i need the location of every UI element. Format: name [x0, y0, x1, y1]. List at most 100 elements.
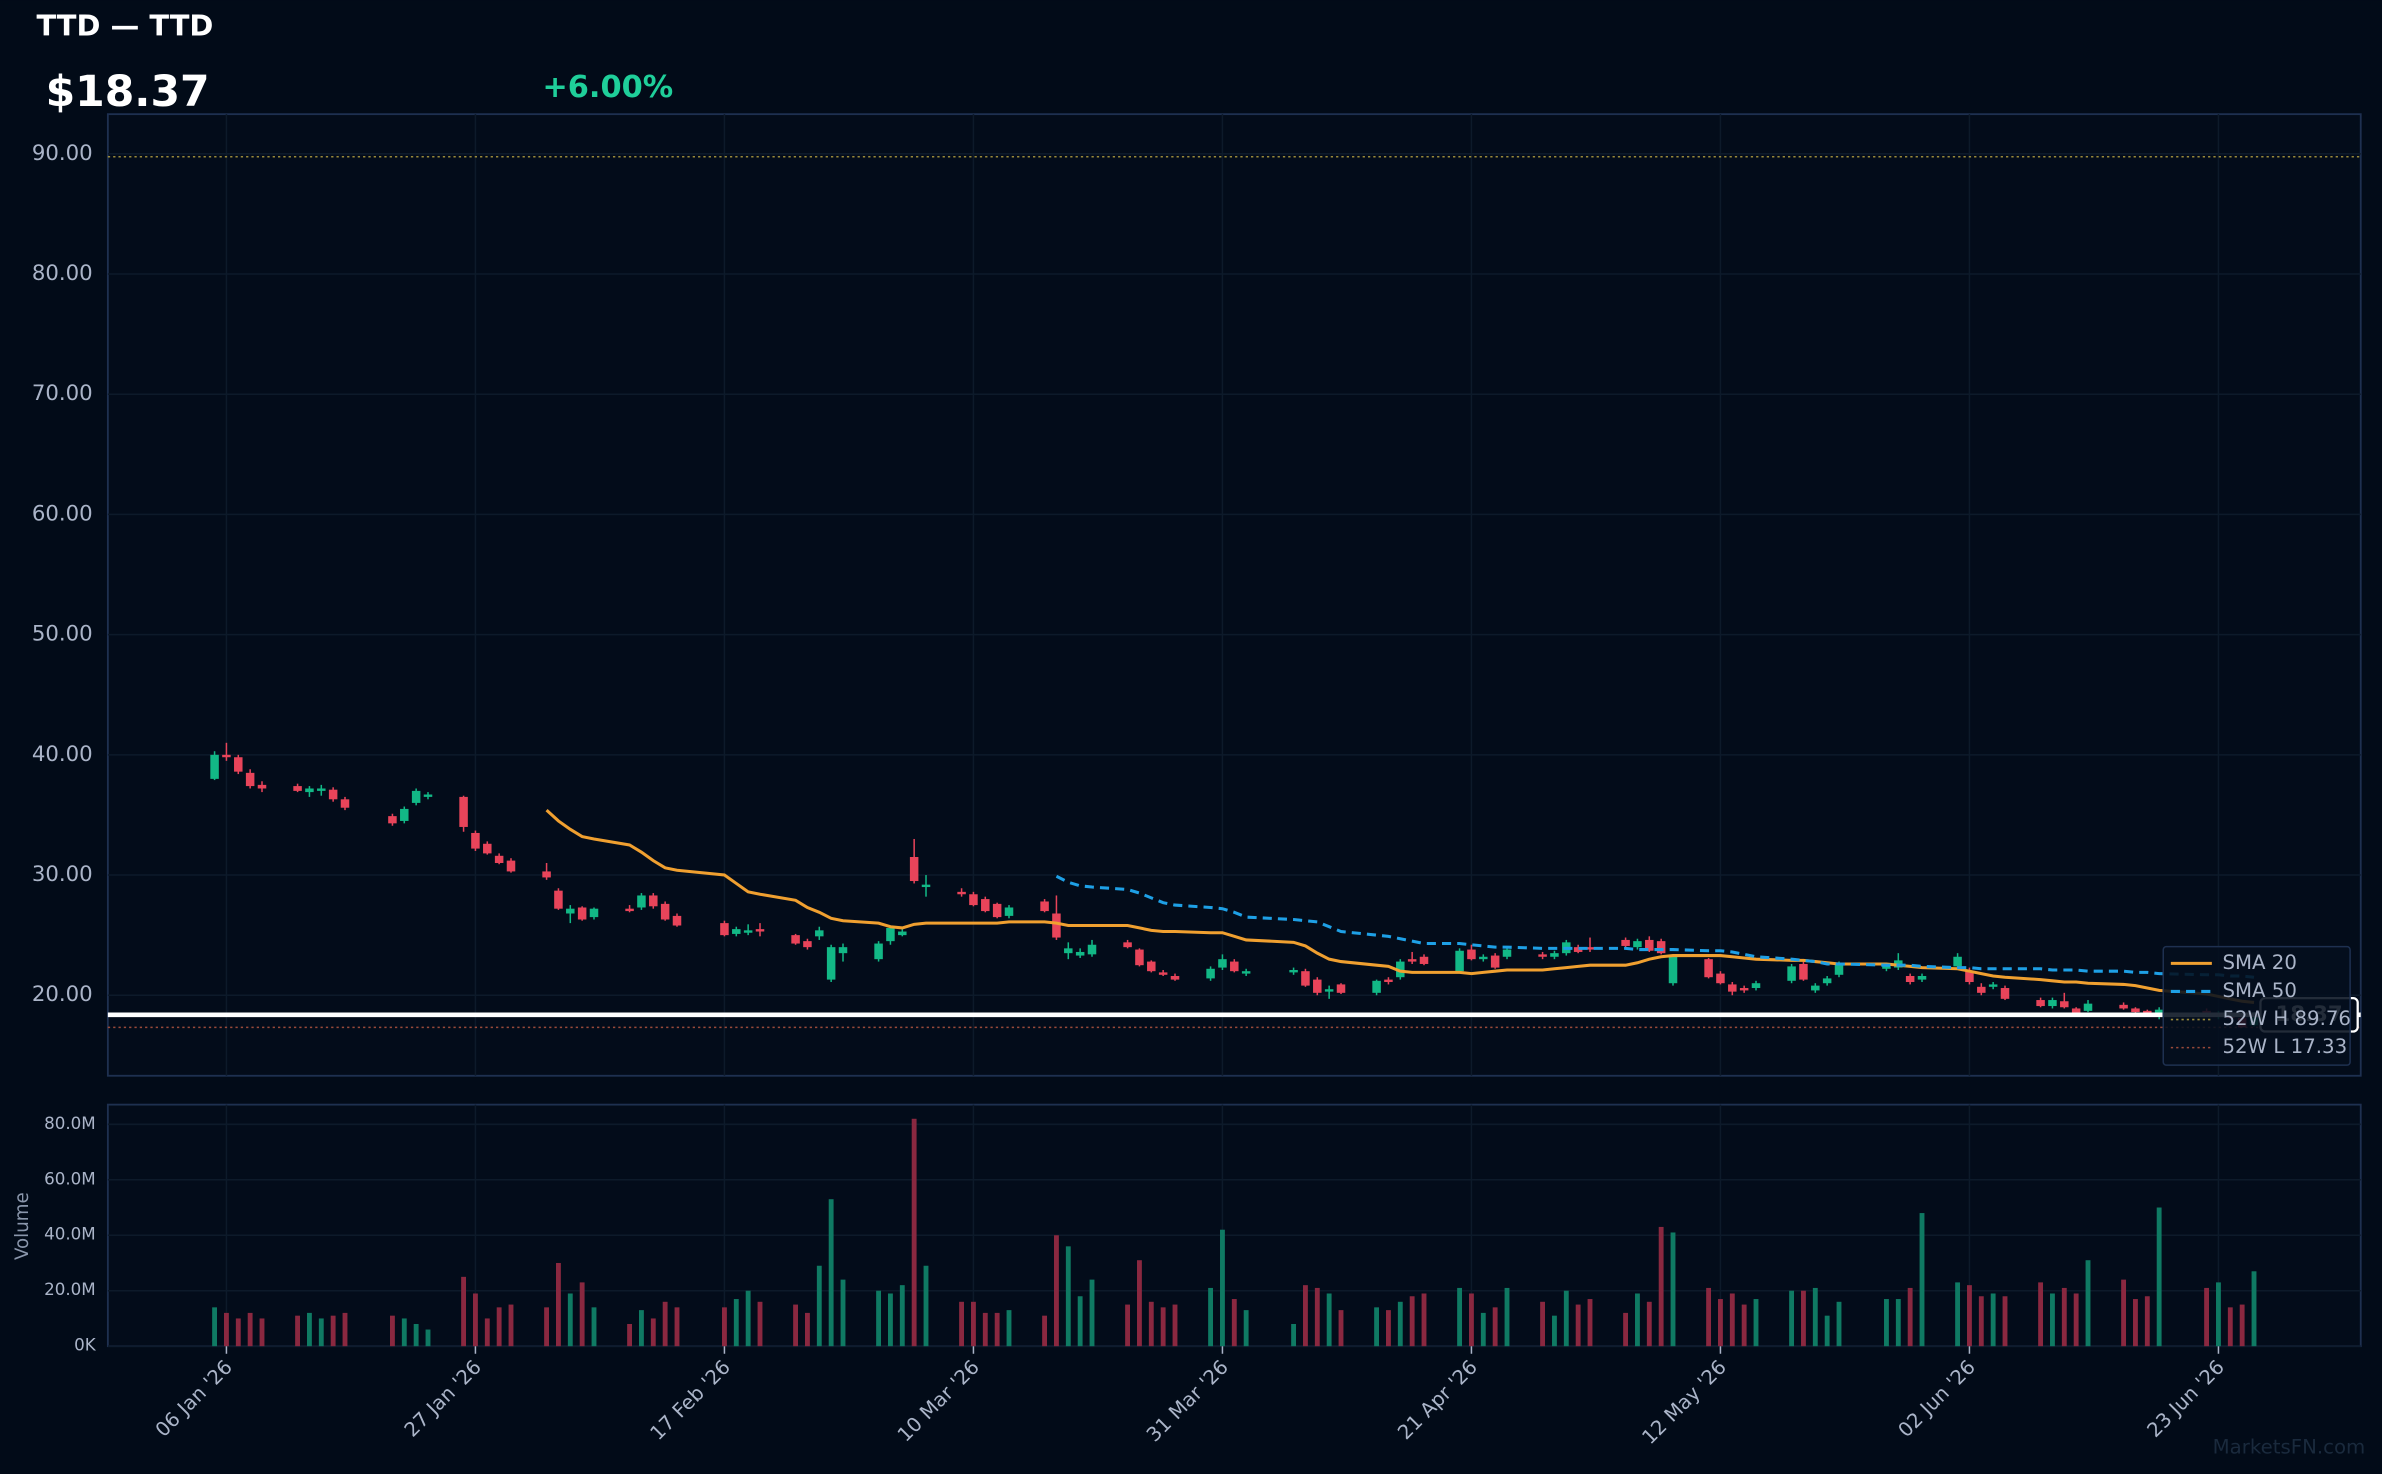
candle-body [1716, 973, 1725, 984]
candle-body [1336, 984, 1346, 993]
volume-bar [1220, 1229, 1225, 1347]
volume-bar [982, 1312, 988, 1347]
volume-bar [425, 1329, 431, 1347]
volume-bar [1967, 1285, 1972, 1347]
sma-line [545, 808, 2255, 1004]
candle-body [1064, 948, 1073, 954]
volume-bar [994, 1312, 1000, 1347]
volume-axis-label: Volume [12, 1192, 33, 1260]
volume-bar [2121, 1279, 2127, 1347]
candle-body [1905, 975, 1915, 983]
y-tick-label: 70.00 [32, 381, 93, 406]
candle-body [755, 929, 765, 932]
volume-bar [473, 1293, 478, 1347]
volume-bar [2073, 1293, 2079, 1347]
volume-bar [2061, 1287, 2067, 1347]
candle-body [743, 930, 753, 933]
volume-bar [496, 1307, 502, 1347]
candle-body [921, 884, 931, 888]
legend-box [2162, 945, 2351, 1066]
volume-bar [401, 1318, 407, 1347]
volume-bar [1646, 1301, 1652, 1347]
candle-body [1490, 955, 1500, 968]
volume-bar [1231, 1299, 1237, 1347]
candle-body [1313, 979, 1322, 993]
candle-body [1123, 942, 1132, 948]
volume-bar [1670, 1232, 1676, 1347]
candle-body [826, 947, 836, 980]
volume-bar [959, 1301, 965, 1347]
volume-bar [247, 1312, 253, 1347]
volume-bar [1492, 1307, 1498, 1347]
candle-body [589, 908, 599, 918]
volume-bar [1635, 1293, 1640, 1347]
candle-body [732, 929, 741, 934]
candle-body [494, 855, 504, 864]
volume-bar [722, 1307, 727, 1347]
candle-body [649, 895, 658, 907]
volume-bar [745, 1290, 751, 1347]
candle-body [245, 772, 255, 787]
volume-bar [1836, 1301, 1842, 1347]
volume-bar [1374, 1307, 1380, 1347]
volume-bar [1054, 1235, 1059, 1347]
candle-body [1158, 972, 1168, 975]
candle-body [317, 788, 326, 791]
volume-bar [1457, 1287, 1463, 1347]
volume-bar [1741, 1304, 1747, 1347]
candle-body [423, 794, 433, 797]
candle-body [1965, 971, 1974, 983]
candle-body [1324, 989, 1334, 992]
candle-body [2083, 1003, 2093, 1011]
volume-bar [2216, 1282, 2221, 1347]
volume-bar [1812, 1287, 1818, 1347]
candle-body [506, 860, 516, 872]
candle-body [815, 930, 824, 937]
volume-bar [757, 1301, 763, 1347]
volume-bar [1421, 1293, 1427, 1347]
candle-body [1751, 983, 1761, 989]
volume-bar [650, 1318, 656, 1347]
price-panel [106, 113, 2362, 1077]
y-tick-label: 40.00 [32, 742, 93, 767]
candle-body [1882, 966, 1891, 969]
volume-bar [307, 1312, 312, 1347]
volume-bar [1208, 1287, 1214, 1347]
candle-body [1087, 944, 1097, 955]
volume-bar [2239, 1304, 2245, 1347]
volume-bar [1789, 1290, 1795, 1347]
candle-body [969, 894, 978, 906]
volume-bar [556, 1262, 561, 1347]
candle-body [2048, 1000, 2057, 1007]
volume-bar [579, 1282, 585, 1347]
title: TTD — TTD [36, 9, 213, 43]
volume-bar [1729, 1293, 1735, 1347]
volume-bar [1077, 1296, 1083, 1347]
volume-bar [1552, 1315, 1557, 1347]
candle-body [2119, 1004, 2128, 1009]
candle-body [2036, 1000, 2045, 1007]
volume-bar [805, 1312, 810, 1347]
volume-bar [1753, 1299, 1759, 1347]
volume-bar [1907, 1287, 1913, 1347]
candle-body [542, 871, 551, 878]
volume-bar [1575, 1304, 1581, 1347]
volume-bar [639, 1310, 644, 1347]
candle-body [1170, 975, 1180, 980]
candle-body [1977, 986, 1986, 993]
change: +6.00% [542, 70, 673, 105]
volume-bar [674, 1307, 680, 1347]
volume-bar [1148, 1301, 1154, 1347]
volume-tick-label: 20.0M [44, 1279, 96, 1299]
candle-body [1538, 954, 1547, 957]
volume-bar [1409, 1296, 1415, 1347]
candle-body [625, 908, 634, 912]
volume-bar [413, 1323, 419, 1347]
volume-bar [2085, 1260, 2091, 1347]
candle-body [340, 799, 350, 808]
candle-body [1407, 959, 1417, 962]
candle-body [1301, 971, 1310, 986]
candle-body [1289, 969, 1298, 973]
